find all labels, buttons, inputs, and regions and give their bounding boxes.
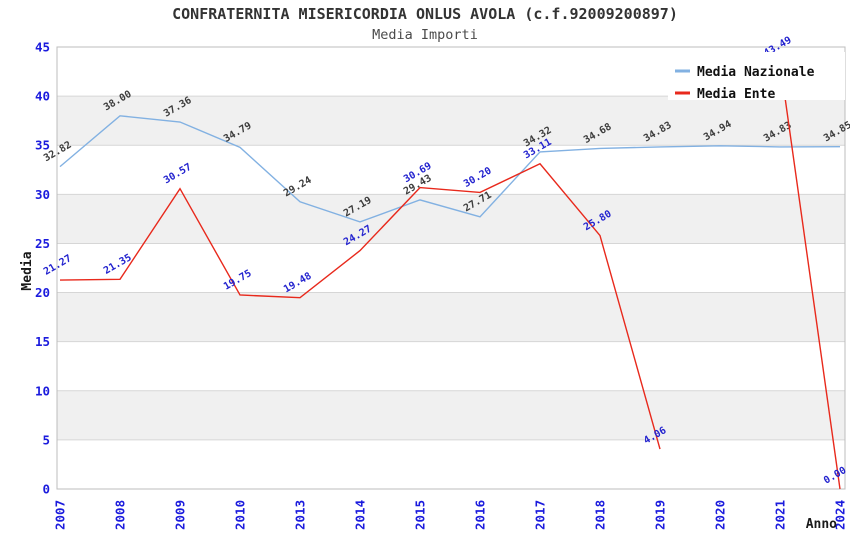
legend-box <box>668 52 845 100</box>
chart-subtitle: Media Importi <box>372 27 478 43</box>
y-tick-label: 45 <box>35 40 50 55</box>
x-tick-label: 2017 <box>533 500 548 530</box>
x-tick-label: 2018 <box>593 500 608 530</box>
x-tick-label: 2016 <box>473 500 488 530</box>
plot-band <box>57 292 845 342</box>
y-tick-label: 30 <box>35 187 50 202</box>
x-axis-title: Anno <box>806 517 837 532</box>
series-line-media-ente <box>59 162 661 450</box>
data-label: 21.35 <box>102 252 134 277</box>
y-axis-title: Media <box>20 251 35 290</box>
x-tick-label: 2021 <box>773 500 788 530</box>
x-tick-label: 2015 <box>413 500 428 530</box>
x-tick-label: 2007 <box>53 500 68 530</box>
y-tick-label: 20 <box>35 285 50 300</box>
series-line-media-ente <box>779 61 841 490</box>
y-tick-label: 25 <box>35 236 50 251</box>
series-line-media-nazionale <box>59 115 841 223</box>
data-label: 0.00 <box>822 465 848 487</box>
x-tick-label: 2013 <box>293 500 308 530</box>
y-tick-label: 5 <box>42 432 50 447</box>
legend-label-media-ente: Media Ente <box>697 87 775 102</box>
y-tick-label: 10 <box>35 383 50 398</box>
legend-label-media-nazionale: Media Nazionale <box>697 65 815 80</box>
chart-title: CONFRATERNITA MISERICORDIA ONLUS AVOLA (… <box>172 5 678 23</box>
y-tick-label: 35 <box>35 138 50 153</box>
y-tick-label: 0 <box>42 482 50 497</box>
legend: Media Nazionale Media Ente <box>668 52 845 102</box>
x-tick-label: 2020 <box>713 500 728 530</box>
x-tick-label: 2019 <box>653 500 668 530</box>
plot-band <box>57 390 845 440</box>
plot-border <box>56 46 846 490</box>
x-tick-label: 2024 <box>833 500 848 530</box>
x-tick-label: 2009 <box>173 500 188 530</box>
x-tick-label: 2008 <box>113 500 128 530</box>
y-tick-label: 40 <box>35 89 50 104</box>
x-tick-label: 2014 <box>353 500 368 530</box>
plot-band <box>57 194 845 244</box>
x-tick-label: 2010 <box>233 500 248 530</box>
data-label: 30.20 <box>462 165 494 190</box>
y-tick-label: 15 <box>35 334 50 349</box>
data-label: 21.27 <box>42 253 74 278</box>
plot-band <box>57 96 845 146</box>
data-label: 30.57 <box>162 162 194 187</box>
